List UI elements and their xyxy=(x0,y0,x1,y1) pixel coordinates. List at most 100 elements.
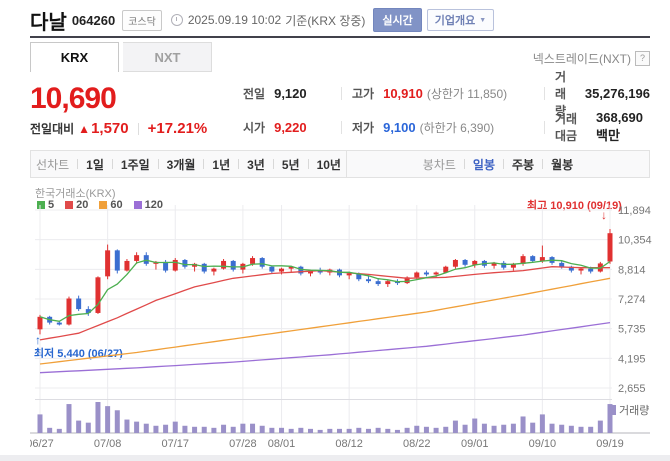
ma20-swatch xyxy=(65,201,74,209)
nxt-info-label: 넥스트레이드(NXT) xyxy=(532,52,631,66)
change-value: 1,570 xyxy=(91,120,129,137)
period-10year[interactable]: 10년 xyxy=(316,157,341,172)
company-overview-button[interactable]: 기업개요 ▼ xyxy=(426,9,495,31)
divider xyxy=(307,159,309,169)
svg-text:11,894: 11,894 xyxy=(618,205,651,217)
svg-text:09/10: 09/10 xyxy=(529,438,557,450)
svg-text:08/01: 08/01 xyxy=(268,438,296,450)
svg-text:08/22: 08/22 xyxy=(403,438,431,450)
mode-daily[interactable]: 일봉 xyxy=(472,157,496,172)
divider xyxy=(463,159,465,169)
period-3year[interactable]: 3년 xyxy=(247,157,265,172)
quote-basis: 기준(KRX 장중) xyxy=(285,13,366,28)
period-1week[interactable]: 1주일 xyxy=(120,157,150,172)
volume-swatch xyxy=(612,405,616,415)
candlesticks xyxy=(37,228,613,335)
divider xyxy=(203,159,205,169)
volume-legend-label: 거래량 xyxy=(619,405,650,417)
svg-text:5,735: 5,735 xyxy=(618,324,646,336)
svg-text:10,354: 10,354 xyxy=(618,235,652,247)
divider xyxy=(341,86,342,100)
tab-nxt[interactable]: NXT xyxy=(123,42,213,72)
realtime-button[interactable]: 실시간 xyxy=(373,8,422,32)
change-label: 전일대비 xyxy=(30,122,75,136)
header: 다날 064260 코스닥 2025.09.19 10:02 기준(KRX 장중… xyxy=(30,6,662,34)
svg-text:2,655: 2,655 xyxy=(618,383,646,395)
caret-down-icon: ▼ xyxy=(479,16,487,24)
volume-legend: 거래량 xyxy=(612,402,649,418)
change-row: 전일대비 ▲ 1,570 +17.21% xyxy=(30,120,207,137)
period-3month[interactable]: 3개월 xyxy=(166,157,196,172)
divider xyxy=(272,159,274,169)
quote-datetime: 2025.09.19 10:02 xyxy=(187,13,282,27)
market-badge: 코스닥 xyxy=(122,9,162,31)
chart-toolbar: 선차트 1일 1주일 3개월 1년 3년 5년 10년 봉차트 일봉 주봉 월봉 xyxy=(30,150,650,178)
quote-grid: 전일 9,120 고가 10,910 (상한가 11,850) 거래량 35,2… xyxy=(243,70,650,150)
period-5year[interactable]: 5년 xyxy=(281,157,300,172)
ma-legend: 5 20 60 120 xyxy=(37,199,163,211)
volume-bars xyxy=(37,402,613,433)
svg-text:09/01: 09/01 xyxy=(461,438,489,450)
svg-text:4,195: 4,195 xyxy=(618,353,646,365)
up-arrow-icon: ↑ xyxy=(35,333,41,347)
price-volume-chart[interactable]: 11,894 10,354 8,814 7,274 5,735 4,195 2,655 06/… xyxy=(30,195,670,453)
svg-text:09/19: 09/19 xyxy=(596,438,624,450)
company-overview-label: 기업개요 xyxy=(434,15,476,27)
ma120-swatch xyxy=(133,201,142,209)
svg-text:7,274: 7,274 xyxy=(618,294,646,306)
up-triangle-icon: ▲ xyxy=(78,121,91,136)
down-arrow-icon: ↓ xyxy=(601,208,607,222)
nxt-info: 넥스트레이드(NXT) ? xyxy=(533,50,650,67)
svg-text:06/27: 06/27 xyxy=(30,438,54,450)
divider xyxy=(77,159,79,169)
legend-ma120: 120 xyxy=(133,199,163,211)
svg-text:08/12: 08/12 xyxy=(335,438,363,450)
exchange-label: 한국거래소(KRX) xyxy=(35,188,116,200)
ma60-swatch xyxy=(99,201,108,209)
tab-krx[interactable]: KRX xyxy=(30,42,119,72)
clock-icon xyxy=(170,14,183,26)
stock-code: 064260 xyxy=(71,12,116,28)
divider xyxy=(542,159,544,169)
quote-row-2: 시가 9,220 저가 9,100 (하한가 6,390) 거래대금 368,6… xyxy=(243,110,650,143)
divider xyxy=(111,159,113,169)
page-title: 다날 xyxy=(30,11,67,34)
candle-chart-label: 봉차트 xyxy=(422,157,456,172)
exchange-tab-bar: KRX NXT 넥스트레이드(NXT) ? xyxy=(30,42,650,72)
svg-text:07/17: 07/17 xyxy=(161,438,189,450)
legend-ma20: 20 xyxy=(65,199,88,211)
divider xyxy=(341,120,342,134)
svg-text:8,814: 8,814 xyxy=(618,264,646,276)
line-chart-group: 선차트 1일 1주일 3개월 1년 3년 5년 10년 xyxy=(31,151,347,177)
period-1year[interactable]: 1년 xyxy=(212,157,231,172)
field-trading-value: 거래대금 368,690 백만 xyxy=(555,110,643,143)
period-1day[interactable]: 1일 xyxy=(86,157,104,172)
svg-text:07/08: 07/08 xyxy=(94,438,122,450)
quote-row-1: 전일 9,120 고가 10,910 (상한가 11,850) 거래량 35,2… xyxy=(243,70,650,118)
candle-chart-group: 봉차트 일봉 주봉 월봉 xyxy=(347,151,649,177)
max-price-annotation: 최고 10,910 (09/19) xyxy=(527,200,622,212)
moving-average-lines xyxy=(39,259,611,374)
svg-text:07/28: 07/28 xyxy=(229,438,257,450)
mode-monthly[interactable]: 월봉 xyxy=(551,157,574,172)
field-low: 저가 9,100 (하한가 6,390) xyxy=(352,119,495,135)
mode-weekly[interactable]: 주봉 xyxy=(512,157,535,172)
legend-ma60: 60 xyxy=(99,199,123,211)
current-price: 10,690 xyxy=(30,82,117,115)
field-open: 시가 9,220 xyxy=(243,119,307,135)
header-divider xyxy=(30,36,650,38)
divider xyxy=(544,86,545,100)
divider xyxy=(544,120,545,134)
bottom-edge xyxy=(0,455,670,461)
line-chart-label: 선차트 xyxy=(36,157,70,172)
help-icon[interactable]: ? xyxy=(635,51,650,66)
divider xyxy=(238,159,240,169)
change-percent: +17.21% xyxy=(147,120,208,137)
field-prev-close: 전일 9,120 xyxy=(243,85,307,101)
divider xyxy=(137,122,139,135)
field-high: 고가 10,910 (상한가 11,850) xyxy=(352,85,508,101)
divider xyxy=(157,159,159,169)
field-volume: 거래량 35,276,196 xyxy=(555,69,650,118)
legend-ma5: 5 xyxy=(37,199,54,211)
